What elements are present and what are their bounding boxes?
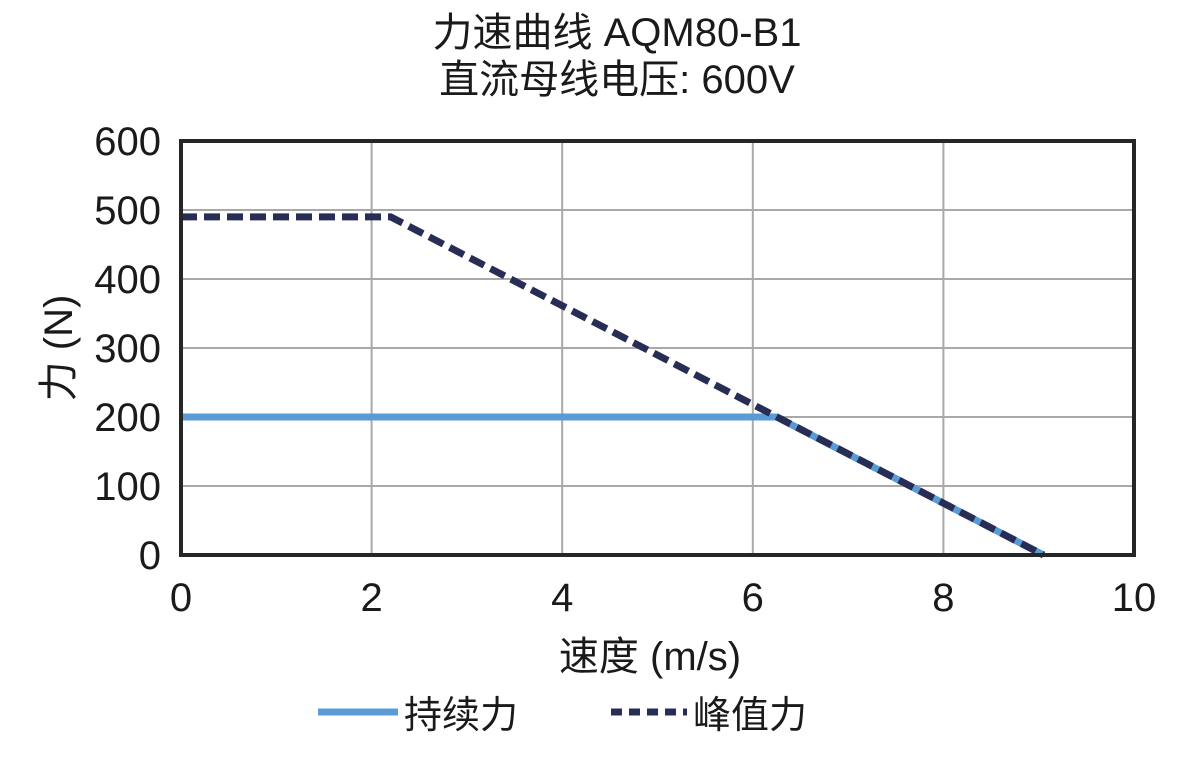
x-tick-label: 10 (1112, 576, 1157, 620)
series-line-dashed (181, 213, 1046, 559)
x-tick-label: 0 (170, 576, 192, 620)
x-tick-label: 6 (742, 576, 764, 620)
legend-item-continuous-force: 持续力 (317, 684, 518, 739)
y-tick-label: 600 (94, 120, 161, 164)
chart-legend: 持续力 峰值力 (0, 684, 1184, 739)
legend-item-peak-force: 峰值力 (610, 684, 807, 739)
y-tick-label: 400 (94, 258, 161, 302)
dashed-line-swatch-icon (611, 708, 687, 715)
y-tick-label: 500 (94, 189, 161, 233)
chart-title-block: 力速曲线 AQM80-B1 直流母线电压: 600V (0, 10, 1184, 104)
legend-label-continuous-force: 持续力 (403, 695, 518, 737)
x-tick-label: 2 (360, 576, 382, 620)
plot-border (179, 139, 1136, 557)
x-tick-label: 8 (932, 576, 954, 620)
chart-title: 力速曲线 AQM80-B1 (432, 11, 802, 55)
x-axis-title: 速度 (m/s) (558, 635, 742, 679)
legend-label-peak-force: 峰值力 (693, 695, 808, 737)
chart-subtitle: 直流母线电压: 600V (439, 58, 795, 103)
y-tick-label: 300 (94, 327, 161, 371)
x-tick-label: 4 (551, 576, 573, 620)
y-tick-label: 0 (139, 534, 161, 578)
solid-line-swatch-icon (317, 708, 398, 715)
y-tick-label: 200 (94, 396, 161, 440)
y-tick-label: 100 (94, 465, 161, 509)
